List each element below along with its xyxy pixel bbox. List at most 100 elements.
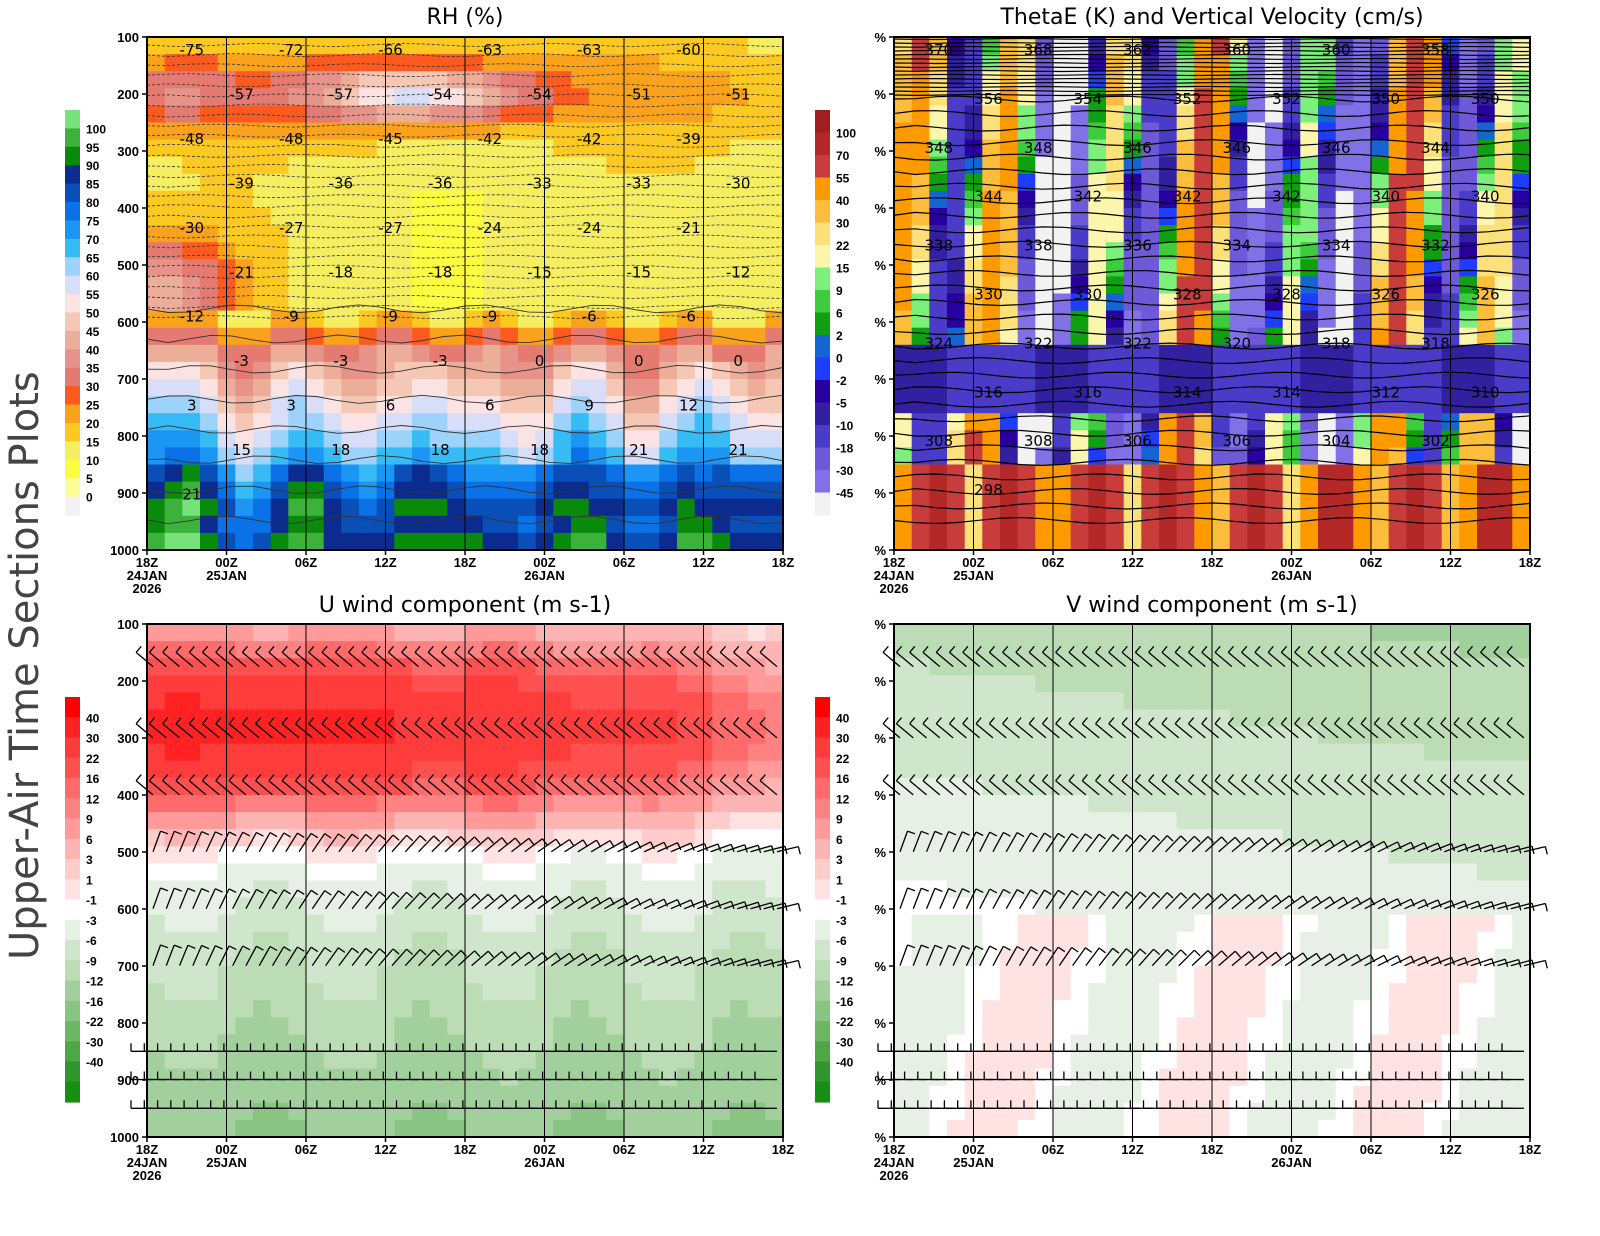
rh-cell bbox=[253, 190, 272, 209]
u-cell bbox=[359, 966, 378, 984]
thetae-cell bbox=[894, 122, 913, 141]
thetae-cell bbox=[1388, 361, 1407, 380]
u-cell bbox=[659, 658, 678, 676]
u-cell bbox=[288, 777, 307, 796]
rh-cell bbox=[182, 430, 201, 448]
thetae-cell bbox=[947, 225, 966, 243]
u-cell bbox=[306, 897, 325, 916]
rh-cell bbox=[730, 532, 749, 551]
rh-cell bbox=[394, 173, 413, 192]
thetae-cell bbox=[1459, 293, 1478, 312]
u-cell bbox=[730, 1085, 749, 1104]
colorbar-label: 40 bbox=[86, 343, 100, 357]
rh-cell bbox=[164, 173, 183, 192]
rh-cell bbox=[571, 54, 590, 72]
rh-cell bbox=[164, 310, 183, 329]
rh-cell bbox=[765, 105, 784, 124]
thetae-cell bbox=[1371, 361, 1390, 380]
rh-cell bbox=[200, 379, 219, 397]
rh-cell bbox=[323, 54, 342, 72]
thetae-cell bbox=[1406, 173, 1425, 192]
u-cell bbox=[182, 795, 201, 813]
rh-cell bbox=[394, 37, 413, 55]
thetae-cell bbox=[1388, 225, 1407, 243]
u-cell bbox=[394, 983, 413, 1001]
u-cell bbox=[429, 692, 448, 711]
rh-cell bbox=[588, 88, 607, 106]
thetae-cell bbox=[1371, 225, 1390, 243]
rh-cell bbox=[182, 105, 201, 124]
u-cell bbox=[659, 675, 678, 693]
u-cell bbox=[270, 760, 289, 779]
thetae-cell bbox=[1512, 310, 1531, 329]
v-cell bbox=[894, 624, 913, 642]
contour-label: 310 bbox=[1471, 383, 1500, 401]
rh-cell bbox=[500, 532, 519, 551]
thetae-cell bbox=[1247, 361, 1266, 380]
rh-cell bbox=[606, 532, 625, 551]
thetae-cell bbox=[1035, 242, 1054, 260]
v-cell bbox=[1053, 863, 1072, 882]
v-cell bbox=[1070, 863, 1089, 882]
rh-cell bbox=[394, 344, 413, 363]
thetae-cell bbox=[1229, 139, 1248, 158]
u-cell bbox=[147, 641, 166, 659]
rh-cell bbox=[341, 105, 360, 124]
rh-cell bbox=[182, 447, 201, 466]
thetae-cell bbox=[1194, 105, 1213, 124]
v-cell bbox=[1035, 760, 1054, 779]
v-cell bbox=[894, 692, 913, 711]
thetae-cell bbox=[1494, 105, 1513, 124]
rh-cell bbox=[359, 327, 378, 346]
u-cell bbox=[323, 692, 342, 711]
thetae-cell bbox=[1424, 310, 1443, 329]
thetae-cell bbox=[1070, 464, 1089, 483]
v-cell bbox=[929, 726, 948, 745]
v-cell bbox=[982, 914, 1001, 933]
u-cell bbox=[253, 1085, 272, 1104]
u-cell bbox=[500, 863, 519, 882]
rh-cell bbox=[270, 464, 289, 483]
rh-cell bbox=[553, 37, 572, 55]
u-cell bbox=[712, 863, 731, 882]
u-cell bbox=[641, 675, 660, 693]
thetae-cell bbox=[1212, 379, 1231, 397]
u-cell bbox=[677, 863, 696, 882]
v-cell bbox=[1000, 1017, 1019, 1035]
thetae-cell bbox=[982, 396, 1001, 414]
u-cell bbox=[253, 1017, 272, 1035]
rh-cell bbox=[306, 259, 325, 277]
thetae-cell bbox=[1017, 447, 1036, 466]
thetae-cell bbox=[1300, 413, 1319, 431]
u-cell bbox=[677, 931, 696, 950]
thetae-cell bbox=[1088, 361, 1107, 380]
u-cell bbox=[182, 897, 201, 916]
u-cell bbox=[182, 777, 201, 796]
rh-cell bbox=[765, 242, 784, 260]
thetae-cell bbox=[1247, 293, 1266, 312]
u-cell bbox=[253, 1068, 272, 1087]
rh-cell bbox=[465, 481, 484, 500]
u-cell bbox=[288, 709, 307, 728]
rh-cell bbox=[659, 344, 678, 363]
thetae-cell bbox=[1017, 156, 1036, 175]
thetae-cell bbox=[911, 259, 930, 277]
u-cell bbox=[235, 1000, 254, 1018]
rh-cell bbox=[747, 430, 766, 448]
rh-cell bbox=[747, 276, 766, 295]
v-cell bbox=[1053, 1068, 1072, 1087]
y-tick-label: 100 bbox=[117, 30, 139, 45]
rh-cell bbox=[677, 54, 696, 72]
u-cell bbox=[465, 914, 484, 933]
rh-cell bbox=[253, 464, 272, 483]
rh-cell bbox=[465, 122, 484, 141]
y-tick-label: 900 bbox=[117, 1073, 139, 1088]
u-cell bbox=[747, 1017, 766, 1035]
u-cell bbox=[553, 624, 572, 642]
rh-cell bbox=[394, 54, 413, 72]
thetae-cell bbox=[1335, 327, 1354, 346]
u-cell bbox=[412, 1119, 431, 1138]
rh-cell bbox=[200, 515, 219, 534]
thetae-cell bbox=[911, 430, 930, 448]
rh-cell bbox=[730, 71, 749, 89]
